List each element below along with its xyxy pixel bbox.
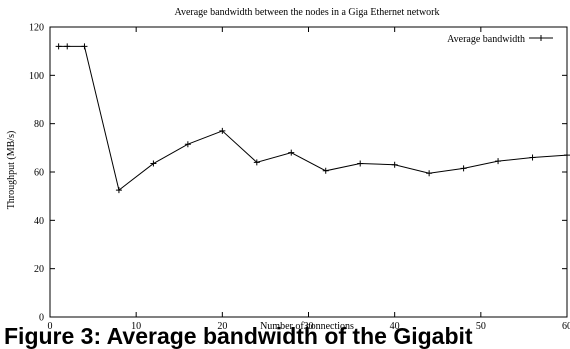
x-tick-label: 60	[562, 321, 570, 330]
y-axis-label: Throughput (MB/s)	[6, 131, 17, 210]
y-tick-label: 40	[34, 216, 44, 227]
data-point-marker	[460, 165, 467, 172]
x-tick-label: 0	[48, 321, 53, 330]
chart-title: Average bandwidth between the nodes in a…	[175, 7, 440, 18]
y-tick-label: 0	[39, 313, 44, 324]
y-tick-label: 80	[34, 119, 44, 130]
series-line	[58, 45, 568, 191]
y-tick-label: 60	[34, 168, 44, 179]
data-point-marker	[150, 160, 157, 167]
plot-frame	[49, 26, 568, 318]
legend-label: Average bandwidth	[447, 34, 525, 45]
figure-caption: Figure 3: Average bandwidth of the Gigab…	[4, 323, 473, 349]
legend: Average bandwidth	[447, 34, 553, 45]
data-point-marker	[357, 160, 364, 167]
x-tick-label: 40	[390, 321, 400, 330]
x-tick-label: 10	[131, 321, 141, 330]
series-group	[55, 43, 570, 194]
y-tick-label: 120	[29, 23, 44, 34]
data-point-marker	[64, 43, 71, 50]
data-point-marker	[564, 152, 570, 159]
x-tick-label: 30	[304, 321, 314, 330]
x-tick-label: 50	[476, 321, 486, 330]
bandwidth-chart: Average bandwidth between the nodes in a…	[6, 7, 570, 331]
x-tick-label: 20	[217, 321, 227, 330]
y-tick-label: 100	[29, 71, 44, 82]
data-point-marker	[495, 158, 502, 165]
data-point-marker	[81, 43, 88, 50]
data-point-marker	[184, 141, 191, 148]
data-point-marker	[426, 170, 433, 177]
axis-tick-labels: 0 10 20 30 40 50 60 0 20 40 60 80 100 120	[29, 23, 570, 331]
y-tick-label: 20	[34, 264, 44, 275]
data-point-marker	[253, 159, 260, 166]
data-point-marker	[115, 187, 122, 194]
data-point-marker	[529, 154, 536, 161]
axis-ticks	[49, 26, 568, 318]
legend-swatch-marker	[538, 35, 544, 41]
data-point-marker	[55, 43, 62, 50]
data-point-marker	[322, 167, 329, 174]
data-point-marker	[288, 149, 295, 156]
x-axis-label: Number of connections	[260, 321, 354, 330]
plot-axes	[49, 26, 568, 318]
data-point-marker	[391, 161, 398, 168]
data-point-marker	[219, 127, 226, 134]
